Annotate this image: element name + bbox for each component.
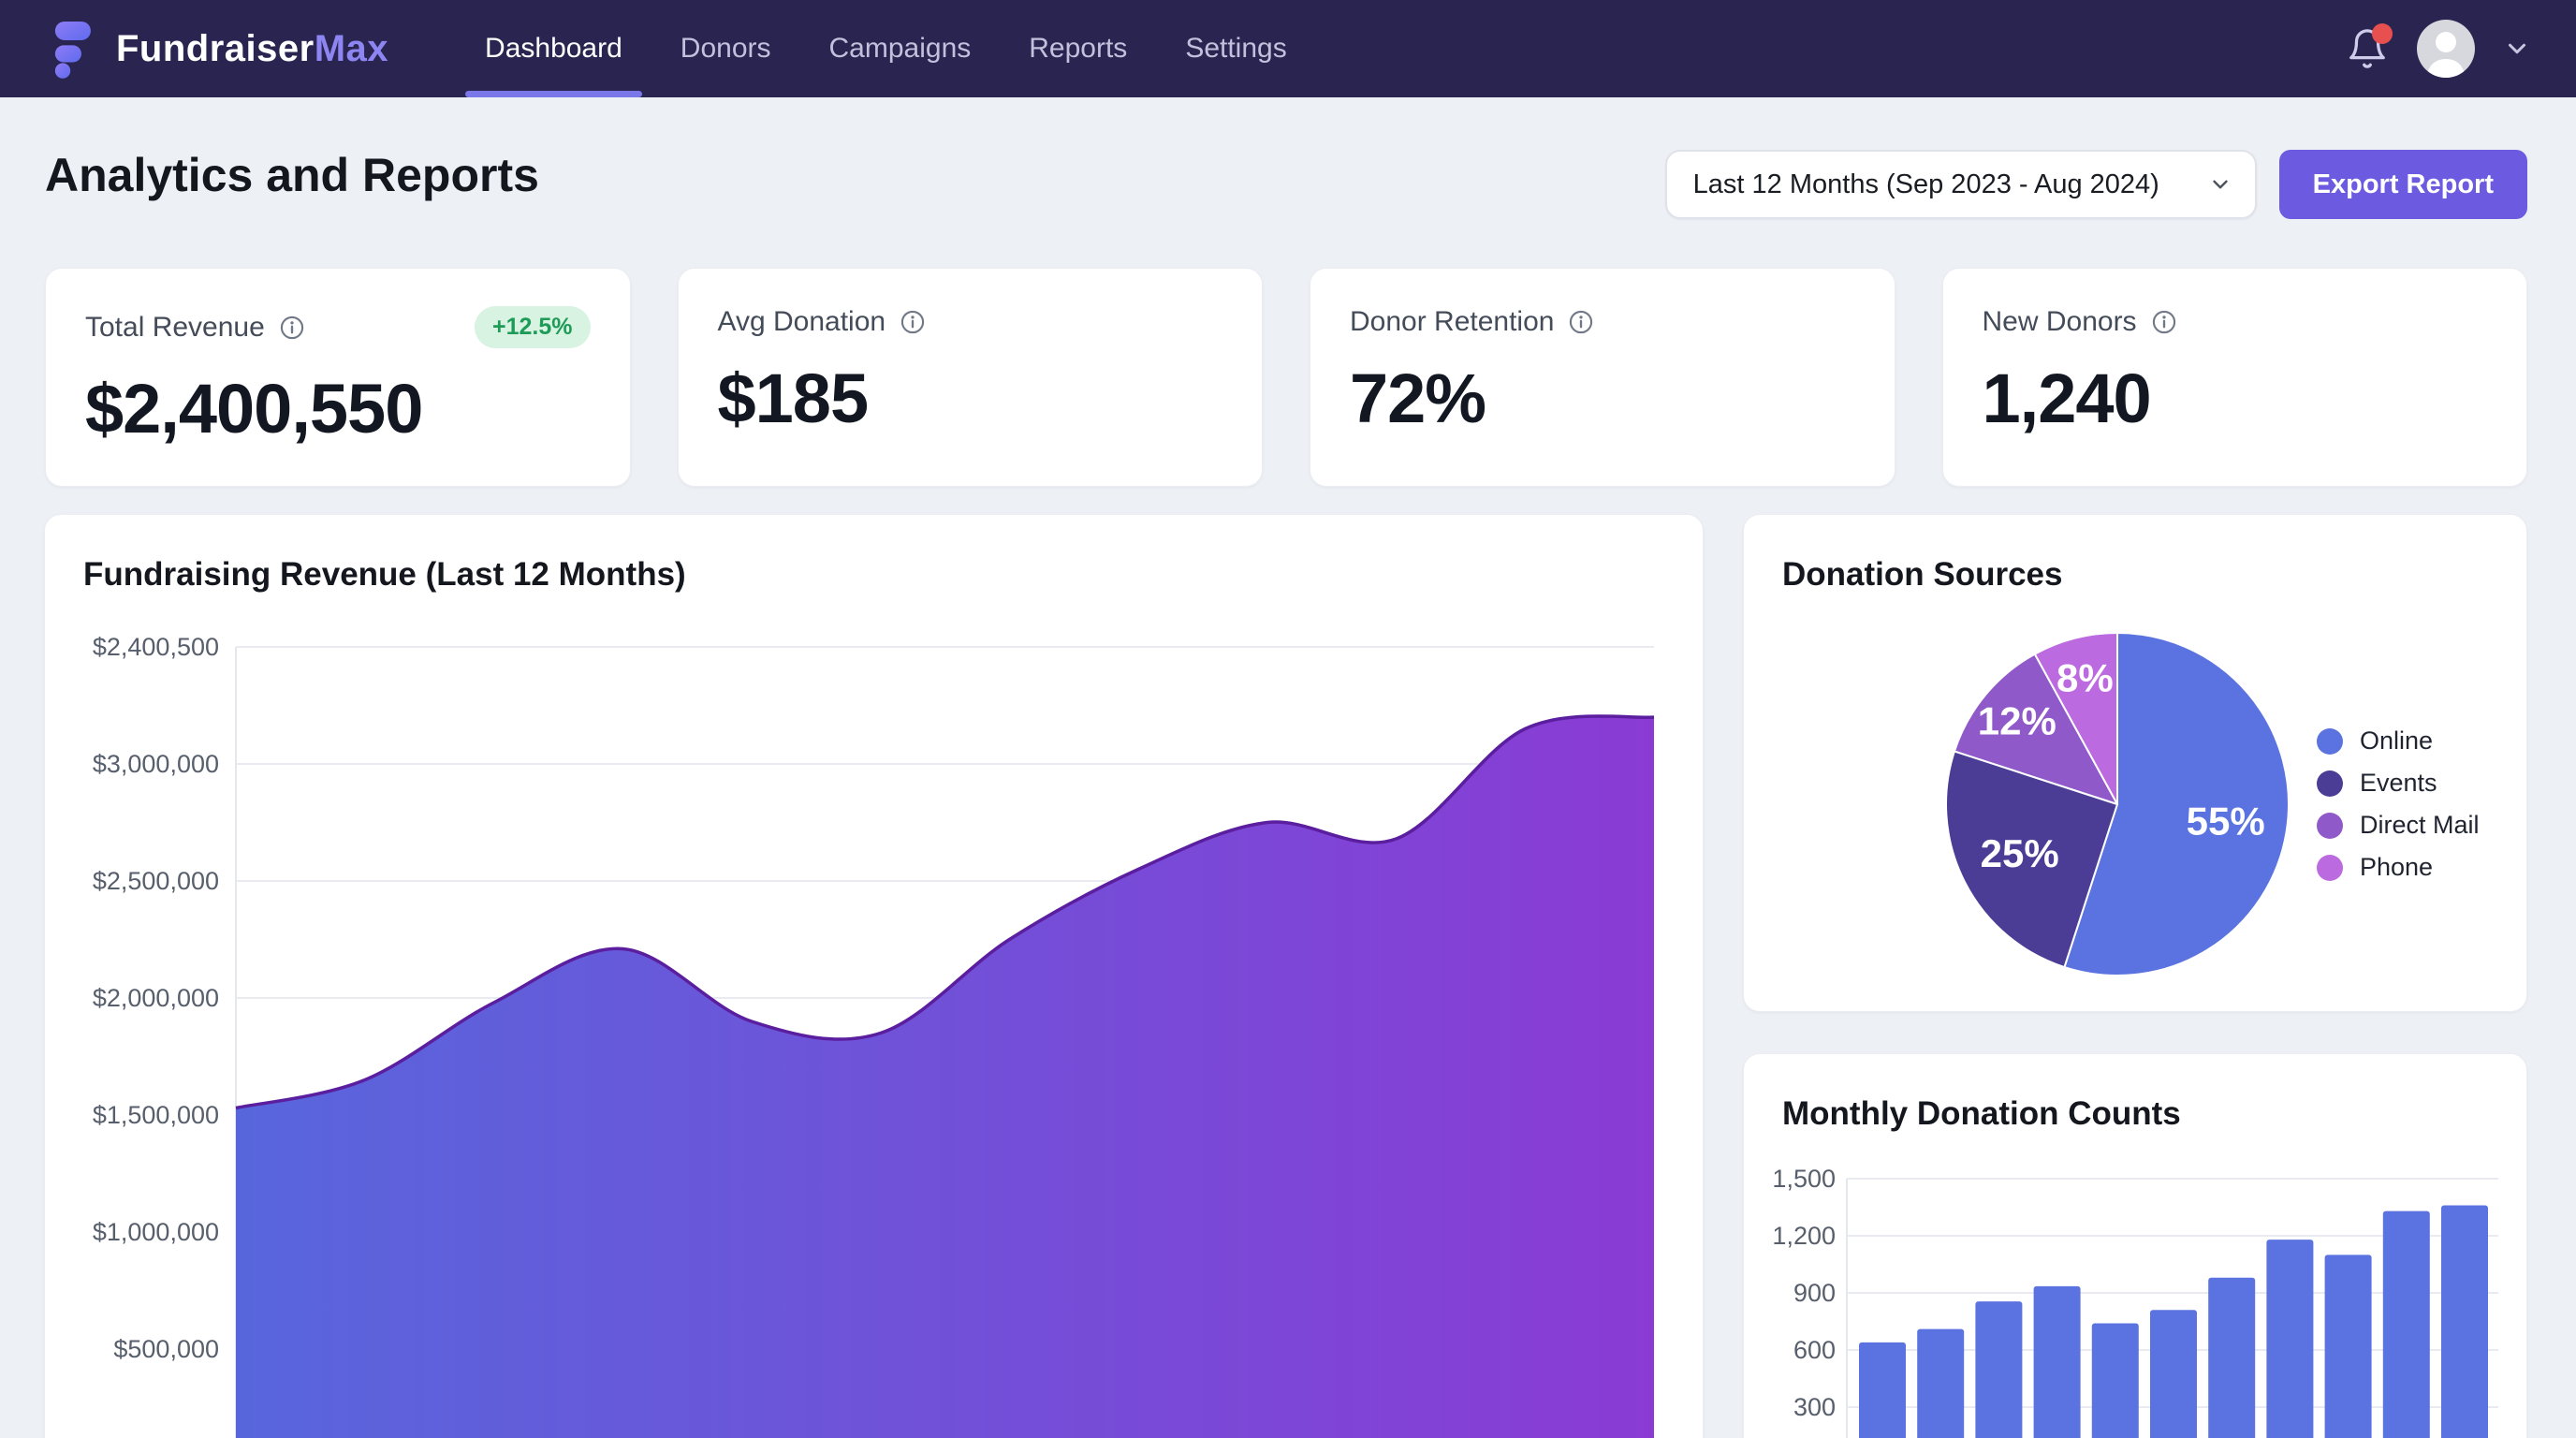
svg-text:$2,000,000: $2,000,000 xyxy=(93,984,219,1012)
info-icon[interactable] xyxy=(900,309,926,335)
legend-item-online: Online xyxy=(2317,720,2480,762)
svg-text:1,500: 1,500 xyxy=(1772,1165,1836,1193)
legend-label: Phone xyxy=(2360,853,2434,881)
svg-text:1,200: 1,200 xyxy=(1772,1222,1836,1250)
user-avatar[interactable] xyxy=(2417,20,2475,78)
stat-label: Total Revenue xyxy=(85,311,265,343)
svg-text:$3,000,000: $3,000,000 xyxy=(93,750,219,778)
legend-item-direct-mail: Direct Mail xyxy=(2317,804,2480,846)
svg-text:$1,000,000: $1,000,000 xyxy=(93,1218,219,1246)
stat-label: Donor Retention xyxy=(1350,306,1555,337)
stat-card-donor-retention: Donor Retention 72% xyxy=(1310,268,1895,487)
nav-item-dashboard[interactable]: Dashboard xyxy=(456,0,651,97)
nav-right-cluster xyxy=(2346,20,2531,78)
stat-cards-row: Total Revenue +12.5% $2,400,550 Avg Dona… xyxy=(45,268,2527,487)
donation-sources-title: Donation Sources xyxy=(1782,556,2063,593)
svg-text:25%: 25% xyxy=(1981,831,2059,875)
brand-name: FundraiserMax xyxy=(116,28,388,70)
nav-item-campaigns[interactable]: Campaigns xyxy=(828,33,972,64)
info-icon[interactable] xyxy=(1568,309,1594,335)
stat-card-new-donors: New Donors 1,240 xyxy=(1941,268,2527,487)
legend-dot-events xyxy=(2317,770,2343,797)
svg-text:12%: 12% xyxy=(1978,698,2056,742)
monthly-donations-title: Monthly Donation Counts xyxy=(1782,1095,2181,1132)
donation-sources-panel: Donation Sources 55% 25% 12% 8% Online Even… xyxy=(1743,514,2527,1012)
legend-dot-online xyxy=(2317,727,2343,755)
legend-label: Online xyxy=(2360,726,2434,755)
legend-item-events: Events xyxy=(2317,762,2480,804)
top-navigation: FundraiserMax Dashboard Donors Campaigns… xyxy=(0,0,2576,97)
stat-value: $185 xyxy=(717,360,870,437)
legend-dot-phone xyxy=(2317,854,2343,881)
stat-value: 72% xyxy=(1350,360,1486,437)
monthly-donations-panel: Monthly Donation Counts 1,500 1,200 900 600… xyxy=(1743,1053,2527,1438)
trend-badge: +12.5% xyxy=(475,306,591,348)
svg-text:$1,500,000: $1,500,000 xyxy=(93,1101,219,1129)
stat-value: $2,400,550 xyxy=(85,370,423,448)
date-range-select[interactable]: Last 12 Months (Sep 2023 - Aug 2024) xyxy=(1664,150,2257,219)
stat-label: Avg Donation xyxy=(717,306,886,337)
stat-label: New Donors xyxy=(1982,306,2137,337)
svg-text:$500,000: $500,000 xyxy=(113,1335,219,1363)
legend-label: Events xyxy=(2360,769,2437,797)
date-range-value: Last 12 Months (Sep 2023 - Aug 2024) xyxy=(1692,169,2159,199)
notifications-button[interactable] xyxy=(2346,23,2393,70)
brand-logo-icon xyxy=(54,22,91,79)
nav-item-donors[interactable]: Donors xyxy=(680,33,771,64)
brand[interactable]: FundraiserMax xyxy=(45,18,388,80)
revenue-chart-panel: Fundraising Revenue (Last 12 Months) $2,… xyxy=(44,514,1704,1438)
stat-card-avg-donation: Avg Donation $185 xyxy=(677,268,1263,487)
chevron-down-icon[interactable] xyxy=(2503,35,2531,63)
svg-text:55%: 55% xyxy=(2187,799,2265,843)
notification-dot xyxy=(2372,23,2393,44)
info-icon[interactable] xyxy=(2151,309,2177,335)
legend-item-phone: Phone xyxy=(2317,846,2480,888)
revenue-area-chart: $2,400,500 $3,000,000 $2,500,000 $2,000,000… xyxy=(93,633,1655,1438)
stat-value: 1,240 xyxy=(1982,360,2152,437)
nav-item-reports[interactable]: Reports xyxy=(1029,33,1128,64)
revenue-chart-title: Fundraising Revenue (Last 12 Months) xyxy=(83,556,686,593)
export-report-button[interactable]: Export Report xyxy=(2278,150,2527,219)
nav-item-settings[interactable]: Settings xyxy=(1185,33,1287,64)
brand-second-word: Max xyxy=(314,27,389,69)
svg-text:600: 600 xyxy=(1793,1336,1836,1364)
pie-legend: Online Events Direct Mail Phone xyxy=(2317,720,2480,888)
svg-text:900: 900 xyxy=(1793,1279,1836,1307)
svg-text:$2,500,000: $2,500,000 xyxy=(93,867,219,895)
svg-text:$2,400,500: $2,400,500 xyxy=(93,633,219,661)
bell-icon xyxy=(2349,29,2385,68)
brand-first-word: Fundraiser xyxy=(116,27,315,69)
donation-sources-pie-chart: 55% 25% 12%8% xyxy=(1945,632,2290,976)
monthly-donations-bar-chart: 1,500 1,200 900 600 300 xyxy=(1772,1165,2498,1438)
select-chevron-icon xyxy=(2212,180,2228,189)
legend-label: Direct Mail xyxy=(2360,811,2480,839)
info-icon[interactable] xyxy=(279,315,305,341)
person-icon xyxy=(2427,32,2465,78)
svg-text:8%: 8% xyxy=(2056,655,2114,699)
legend-dot-direct-mail xyxy=(2317,812,2343,839)
page-title: Analytics and Reports xyxy=(45,149,539,201)
svg-text:300: 300 xyxy=(1793,1393,1836,1421)
nav-links: Dashboard Donors Campaigns Reports Setti… xyxy=(456,0,1316,97)
stat-card-total-revenue: Total Revenue +12.5% $2,400,550 xyxy=(45,268,631,487)
header-controls: Last 12 Months (Sep 2023 - Aug 2024) Exp… xyxy=(1664,150,2527,219)
